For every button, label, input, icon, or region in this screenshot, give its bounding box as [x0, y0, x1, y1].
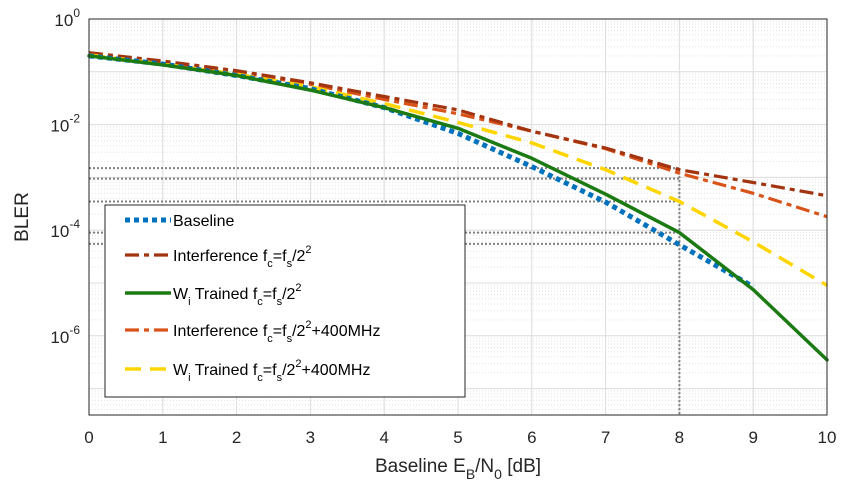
legend-label: Interference fc=fs/22+400MHz [173, 319, 380, 345]
legend-label: Interference fc=fs/22 [173, 244, 312, 270]
legend: Baseline Interference fc=fs/22 Wi Trained … [104, 204, 466, 398]
legend-label: Baseline [173, 213, 234, 230]
series-line-2 [87, 54, 829, 362]
x-tick-label: 8 [675, 428, 684, 447]
reference-lines [89, 167, 681, 415]
x-tick-label: 6 [527, 428, 536, 447]
x-tick-label: 10 [818, 428, 837, 447]
y-tick-label: 100 [54, 6, 80, 30]
x-axis-label: Baseline EB/N0 [dB] [375, 456, 541, 482]
x-tick-label: 1 [158, 428, 167, 447]
legend-label: Wi Trained fc=fs/22+400MHz [173, 358, 370, 384]
x-tick-label: 0 [84, 428, 93, 447]
x-tick-label: 5 [453, 428, 462, 447]
x-tick-label: 4 [379, 428, 388, 447]
y-tick-label: 10-4 [50, 217, 80, 241]
x-tick-label: 2 [232, 428, 241, 447]
series-layer [87, 51, 829, 362]
y-tick-labels: 100 10-2 10-4 10-6 [50, 6, 80, 347]
x-tick-labels: 0 1 2 3 4 5 6 7 8 9 10 [84, 428, 836, 447]
y-axis-label: BLER [12, 192, 33, 242]
legend-box [104, 204, 466, 398]
y-tick-label: 10-2 [50, 112, 80, 136]
x-tick-label: 7 [601, 428, 610, 447]
legend-label: Wi Trained fc=fs/22 [173, 282, 302, 308]
x-tick-label: 3 [306, 428, 315, 447]
series-line-4 [88, 53, 828, 287]
series-line-1 [88, 51, 828, 198]
x-tick-label: 9 [748, 428, 757, 447]
y-tick-label: 10-6 [50, 323, 80, 347]
plot-frame [88, 18, 828, 416]
